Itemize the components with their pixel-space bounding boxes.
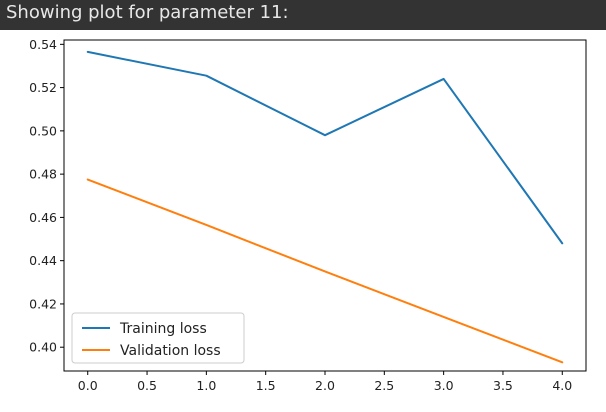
output-header: Showing plot for parameter 11: (0, 0, 606, 30)
series-line-validation-loss (86, 178, 564, 364)
y-tick-label: 0.48 (29, 167, 57, 182)
series-line-training-loss (86, 50, 564, 245)
x-tick-label: 2.0 (315, 378, 335, 393)
y-tick-label: 0.42 (29, 296, 57, 311)
x-tick-label: 4.0 (552, 378, 572, 393)
legend-label-validation-loss: Validation loss (120, 343, 221, 359)
x-tick-label: 0.5 (137, 378, 157, 393)
y-tick-label: 0.44 (29, 253, 57, 268)
output-header-text: Showing plot for parameter 11: (6, 2, 289, 23)
y-tick-label: 0.50 (29, 123, 57, 138)
line-chart: 0.0 0.5 1.0 1.5 2.0 2.5 3.0 3.5 4.0 0.40 0.42 0.44 0… (29, 37, 587, 393)
x-tick-label: 1.0 (196, 378, 216, 393)
x-tick-label: 3.0 (434, 378, 454, 393)
x-tick-label: 1.5 (256, 378, 276, 393)
x-tick-label: 0.0 (78, 378, 98, 393)
x-tick-label: 2.5 (374, 378, 394, 393)
y-tick-label: 0.46 (29, 210, 57, 225)
legend-box (71, 312, 245, 364)
legend-label-training-loss: Training loss (119, 321, 207, 337)
x-tick-label: 3.5 (493, 378, 513, 393)
y-tick-label: 0.54 (29, 37, 57, 52)
y-tick-label: 0.52 (29, 80, 57, 95)
plot-frame: 0.0 0.5 1.0 1.5 2.0 2.5 3.0 3.5 4.0 0.40 0.42 0.44 0… (0, 30, 606, 412)
y-tick-label: 0.40 (29, 340, 57, 355)
